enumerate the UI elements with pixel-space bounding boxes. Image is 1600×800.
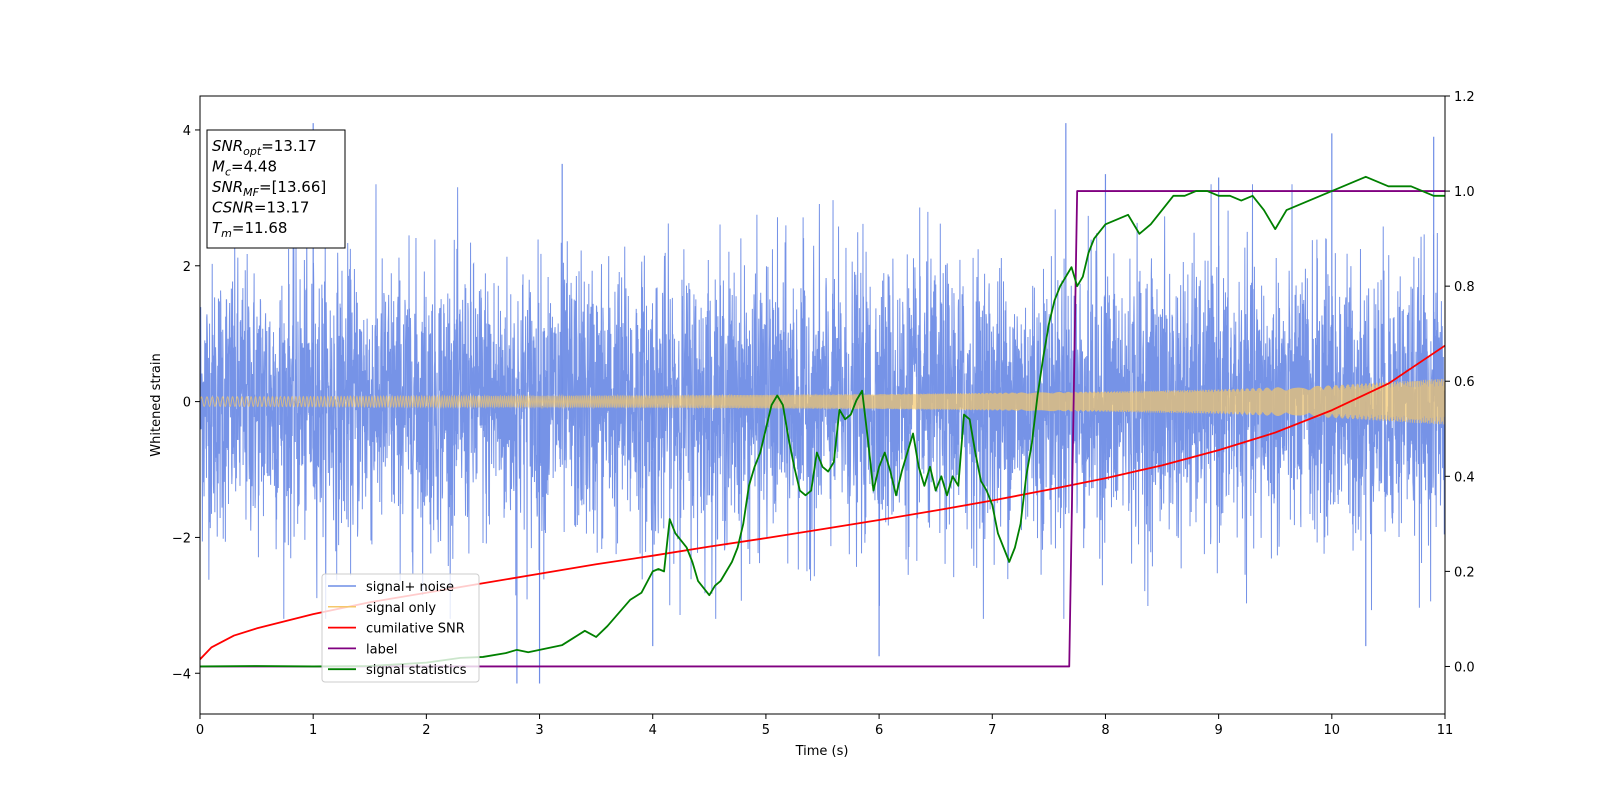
x-tick-label: 0 [196,723,204,738]
stats-line: Mc=4.48 [212,158,277,179]
x-axis-label: Time (s) [795,744,849,759]
legend-entry: signal statistics [366,663,467,678]
series-label [200,190,1445,668]
legend-frame [321,573,480,683]
legend-entry: signal+ noise [366,580,454,595]
y-left-tick-label: 0 [183,396,191,411]
stats-line: CSNR=13.17 [212,199,309,217]
y-left-tick-label: −2 [172,531,191,546]
plot-area [200,123,1445,684]
x-tick-label: 3 [535,723,543,738]
x-tick-label: 6 [875,723,883,738]
y-right-tick-label: 0.8 [1454,280,1475,295]
y-right-tick-label: 0.6 [1454,375,1475,390]
legend-entry: label [366,642,397,657]
legend: signal+ noise signal only cumilative SNR la… [321,573,480,683]
series-signal-statistics [200,175,1445,668]
y-left-tick-label: −4 [172,667,191,682]
y-right-tick-label: 0.0 [1454,660,1475,675]
y-axis-right: 0.0 0.2 0.4 0.6 0.8 1.0 1.2 [1445,90,1475,675]
stats-annotation-box: SNRopt=13.17Mc=4.48SNRMF=[13.66]CSNR=13.… [206,129,346,249]
y-axis-label: Whitened strain [149,353,164,456]
legend-entry: signal only [366,601,436,616]
series-signal-plus-noise [200,123,1445,684]
x-tick-label: 4 [649,723,657,738]
stats-box-frame [206,129,346,249]
legend-entry: cumilative SNR [366,622,465,637]
x-tick-label: 9 [1214,723,1222,738]
y-right-tick-label: 0.2 [1454,565,1475,580]
x-tick-label: 1 [309,723,317,738]
y-right-tick-label: 1.2 [1454,90,1475,105]
x-axis: 0 1 2 3 4 5 6 7 8 9 10 11 [196,714,1453,738]
y-axis-left: −4 −2 0 2 4 [172,124,200,682]
x-tick-label: 5 [762,723,770,738]
line-series-group [200,175,1445,668]
x-tick-label: 11 [1437,723,1454,738]
stats-line: Tm=11.68 [212,219,287,240]
x-tick-label: 7 [988,723,996,738]
plot-frame [199,95,1446,715]
y-left-tick-label: 4 [183,124,191,139]
y-left-tick-label: 2 [183,260,191,275]
stats-line: SNRopt=13.17 [212,137,317,158]
stats-line: SNRMF=[13.66] [212,178,326,199]
series-signal-only [200,378,1445,425]
x-tick-label: 2 [422,723,430,738]
series-cumilative-snr [200,344,1445,660]
y-right-tick-label: 1.0 [1454,185,1475,200]
x-tick-label: 10 [1324,723,1341,738]
signal-chirp-trace [200,378,1445,425]
y-right-tick-label: 0.4 [1454,470,1475,485]
x-tick-label: 8 [1101,723,1109,738]
